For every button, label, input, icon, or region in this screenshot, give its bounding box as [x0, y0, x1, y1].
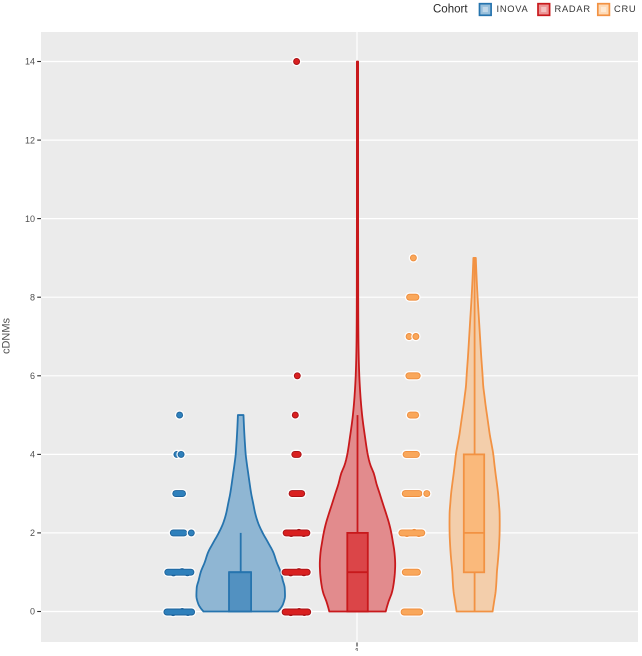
svg-text:INOVA: INOVA	[497, 4, 529, 14]
svg-text:cDNMs: cDNMs	[1, 317, 13, 354]
svg-text:RADAR: RADAR	[555, 4, 591, 14]
svg-text:1: 1	[354, 647, 359, 652]
svg-text:6: 6	[30, 371, 35, 381]
svg-text:0: 0	[30, 607, 35, 617]
svg-text:Cohort: Cohort	[433, 4, 468, 16]
svg-text:2: 2	[30, 528, 35, 538]
svg-text:14: 14	[25, 57, 35, 67]
svg-text:10: 10	[25, 214, 35, 224]
svg-text:4: 4	[30, 450, 35, 460]
svg-text:12: 12	[25, 135, 35, 145]
svg-text:CRU: CRU	[614, 4, 636, 14]
svg-text:8: 8	[30, 292, 35, 302]
